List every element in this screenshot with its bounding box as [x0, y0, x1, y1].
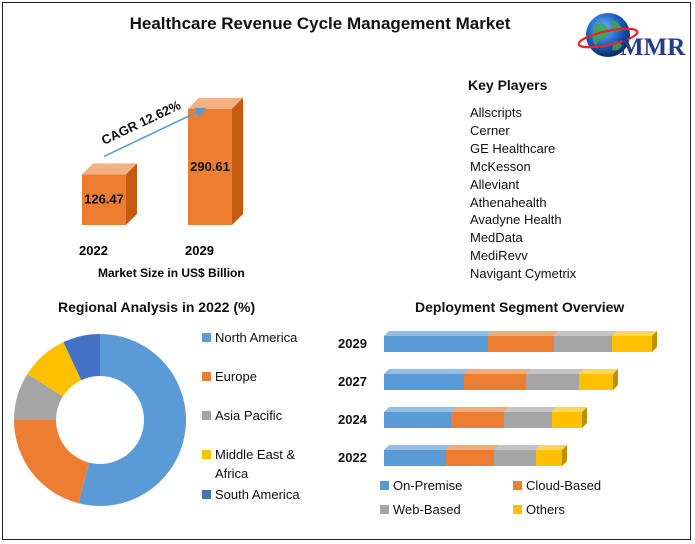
stack-segment-side — [582, 407, 587, 428]
page-title: Healthcare Revenue Cycle Management Mark… — [129, 14, 511, 33]
donut-slice — [14, 373, 63, 420]
cagr-label: CAGR 12.62% — [99, 97, 183, 148]
stack-segment-top — [536, 445, 567, 450]
stack-segment-top — [384, 407, 456, 412]
stack-segment-top — [488, 331, 559, 336]
stack-segment-top — [579, 369, 618, 374]
stack-segment-top — [554, 331, 617, 336]
stack-segment — [504, 412, 552, 428]
legend-label: Middle East & Africa — [215, 447, 296, 481]
stack-segment-top — [384, 445, 451, 450]
key-player-item: GE Healthcare — [470, 140, 556, 156]
legend-swatch — [513, 505, 522, 514]
key-player-item: Cerner — [470, 122, 510, 138]
legend-label: Others — [526, 502, 566, 517]
deployment-stacked-chart: 2029 2027 2024 2022 — [338, 331, 657, 466]
legend-label: South America — [215, 487, 300, 502]
legend-label: Europe — [215, 369, 257, 384]
deployment-category-label: 2027 — [338, 374, 367, 389]
stack-segment — [612, 336, 652, 352]
stack-segment — [488, 336, 554, 352]
bar-side-face — [126, 163, 137, 225]
deployment-category-label: 2024 — [338, 412, 368, 427]
stack-segment — [552, 412, 582, 428]
stack-segment — [554, 336, 612, 352]
stack-segment-top — [526, 369, 584, 374]
deployment-category-label: 2022 — [338, 450, 367, 465]
donut-slice — [78, 334, 187, 506]
stack-segment-side — [562, 445, 567, 466]
legend-swatch — [513, 481, 522, 490]
stack-segment-top — [451, 407, 509, 412]
mmr-logo: MMR — [577, 8, 686, 66]
key-player-item: MediRevv — [470, 248, 528, 264]
stack-segment — [526, 374, 579, 390]
stack-segment-top — [446, 445, 499, 450]
market-bar — [188, 108, 232, 225]
stack-segment-top — [464, 369, 531, 374]
stack-segment — [451, 412, 504, 428]
stack-segment — [536, 450, 562, 466]
deployment-title: Deployment Segment Overview — [415, 299, 625, 315]
stack-segment — [579, 374, 613, 390]
stack-segment-top — [552, 407, 587, 412]
logo-text: MMR — [620, 34, 686, 61]
market-size-chart: 126.47 290.61 CAGR 12.62% — [82, 97, 243, 225]
key-player-item: Navigant Cymetrix — [470, 266, 577, 282]
stack-segment — [494, 450, 536, 466]
donut-slice — [14, 420, 90, 504]
stack-segment-top — [612, 331, 657, 336]
bar-category-2022: 2022 — [79, 243, 108, 258]
bar-top-face — [188, 97, 243, 109]
regional-donut-chart — [14, 334, 187, 506]
stack-segment — [464, 374, 526, 390]
stack-segment — [446, 450, 494, 466]
legend-swatch — [380, 481, 389, 490]
legend-label: Cloud-Based — [526, 478, 602, 493]
legend-swatch — [202, 450, 211, 459]
deployment-category-label: 2029 — [338, 336, 367, 351]
legend-swatch — [202, 372, 211, 381]
stack-segment-top — [384, 369, 469, 374]
key-player-item: MedData — [470, 230, 523, 246]
stack-segment — [384, 336, 488, 352]
stack-segment — [384, 450, 446, 466]
legend-swatch — [202, 490, 211, 499]
cagr-arrow — [103, 110, 201, 158]
legend-label: North America — [215, 330, 298, 345]
stack-segment-top — [384, 331, 493, 336]
legend-label: Web-Based — [393, 502, 461, 517]
legend-swatch — [202, 411, 211, 420]
key-player-item: Allscripts — [470, 105, 523, 120]
donut-slice — [27, 342, 82, 397]
key-player-item: Alleviant — [470, 176, 520, 192]
legend-label: On-Premise — [393, 478, 463, 493]
bar-data-label: 126.47 — [84, 192, 124, 207]
stack-segment-top — [504, 407, 557, 412]
legend-label: Asia Pacific — [215, 408, 283, 423]
bar-category-2029: 2029 — [185, 243, 214, 258]
stack-segment — [384, 374, 464, 390]
key-player-item: McKesson — [470, 158, 531, 174]
bar-top-face — [82, 163, 137, 175]
stack-segment — [384, 412, 451, 428]
donut-slice — [63, 334, 100, 381]
bar-data-label: 290.61 — [190, 159, 230, 174]
key-player-item: Athenahealth — [470, 194, 547, 210]
key-player-item: Avadyne Health — [470, 212, 562, 228]
stack-segment-top — [494, 445, 541, 450]
key-players-title: Key Players — [468, 77, 548, 93]
globe-icon — [577, 13, 639, 57]
stack-segment-side — [652, 331, 657, 352]
legend-swatch — [202, 333, 211, 342]
legend-swatch — [380, 505, 389, 514]
cagr-arrowhead — [194, 107, 206, 117]
stack-segment-side — [613, 369, 618, 390]
market-bar — [82, 174, 126, 225]
market-size-xlabel: Market Size in US$ Billion — [98, 266, 245, 280]
bar-side-face — [232, 97, 243, 225]
regional-title: Regional Analysis in 2022 (%) — [58, 299, 256, 315]
